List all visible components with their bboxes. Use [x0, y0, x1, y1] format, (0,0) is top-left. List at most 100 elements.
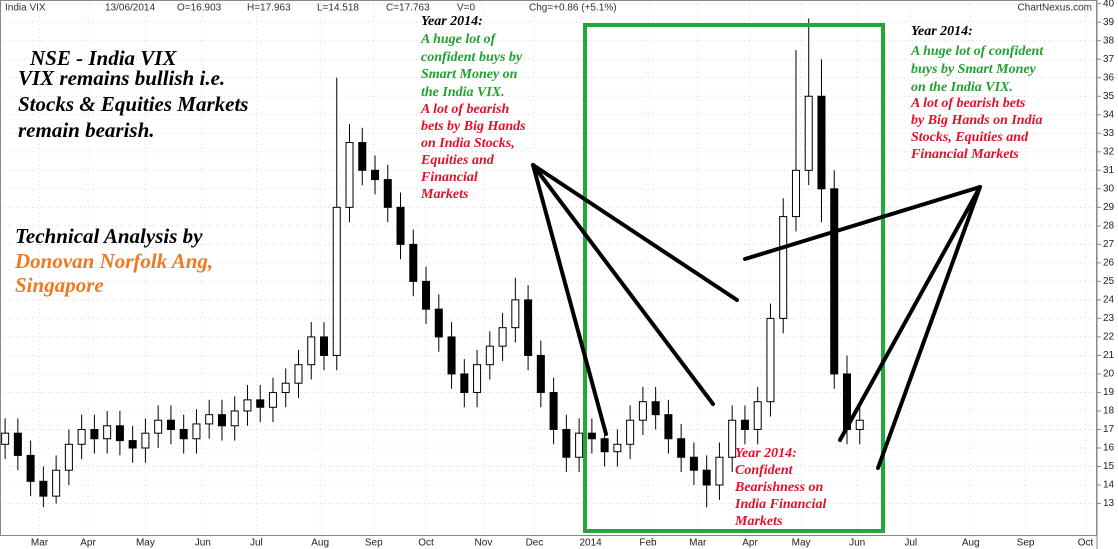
candle-body	[804, 95, 813, 171]
candle-body	[39, 480, 48, 497]
candle-body	[230, 410, 239, 427]
candle-body	[52, 469, 61, 497]
candle-body	[587, 432, 596, 440]
header-volume: V=0	[457, 3, 476, 14]
candle-body	[256, 399, 265, 408]
annotation: on the India VIX.	[911, 80, 1013, 95]
candle-body	[651, 401, 660, 416]
x-tick-label: Apr	[80, 538, 96, 549]
y-tick-label: 24	[1103, 295, 1115, 306]
annotation: Markets	[734, 514, 783, 529]
candle-body	[1, 432, 10, 445]
highlight-box	[583, 23, 885, 533]
annotation: Singapore	[15, 273, 104, 297]
y-tick-label: 13	[1103, 498, 1115, 509]
candle-body	[319, 336, 329, 356]
y-tick-label: 40	[1103, 0, 1115, 9]
annotation: A lot of bearish bets	[910, 96, 1026, 111]
candle-body	[192, 423, 201, 440]
pointer-line	[838, 185, 982, 442]
y-tick-label: 21	[1103, 350, 1115, 361]
candle-body	[498, 327, 507, 347]
candle-body	[141, 432, 150, 449]
candle-body	[791, 169, 800, 218]
y-tick-label: 37	[1103, 54, 1115, 65]
header-change: Chg=+0.86 (+5.1%)	[529, 3, 617, 14]
candle-body	[575, 432, 584, 458]
candle-body	[294, 364, 303, 384]
y-tick-label: 35	[1103, 91, 1115, 102]
pointer-line	[531, 163, 608, 436]
candle-body	[434, 308, 443, 338]
candle-body	[536, 354, 545, 393]
x-tick-label: Mar	[689, 538, 707, 549]
y-tick-label: 34	[1103, 109, 1115, 120]
candle-body	[817, 95, 826, 190]
x-tick-label: Jun	[195, 538, 211, 549]
candle-body	[664, 414, 673, 440]
header: India VIX 13/06/2014 O=16.903 H=17.963 L…	[5, 3, 1092, 14]
annotation: Financial Markets	[910, 147, 1019, 162]
annotation: by Big Hands on India	[911, 113, 1042, 128]
annotation: Bearishness on	[734, 480, 824, 495]
y-tick-label: 26	[1103, 258, 1115, 269]
candle-body	[460, 373, 469, 393]
candle-body	[409, 243, 418, 282]
candle-body	[268, 391, 277, 408]
x-tick-label: Aug	[962, 538, 980, 549]
x-tick-label: Mar	[31, 538, 49, 549]
annotation: confident buys by	[421, 50, 523, 65]
candle-body	[90, 428, 99, 440]
annotation: Equities and	[420, 153, 495, 168]
candle-body	[613, 443, 622, 453]
y-tick-label: 36	[1103, 72, 1115, 83]
y-tick-label: 20	[1103, 369, 1115, 380]
annotation: A lot of bearish	[420, 102, 510, 117]
candle-body	[166, 419, 175, 430]
pointer-line	[531, 163, 715, 406]
candle-body	[626, 419, 635, 445]
candle-body	[243, 399, 252, 412]
candle-body	[740, 419, 749, 430]
x-tick-label: Aug	[311, 538, 329, 549]
annotation: Financial	[420, 170, 478, 185]
y-tick-label: 28	[1103, 220, 1115, 231]
y-tick-label: 29	[1103, 202, 1115, 213]
candle-body	[766, 317, 775, 403]
y-tick-label: 17	[1103, 424, 1115, 435]
watermark: ChartNexus.com	[1018, 3, 1092, 14]
y-tick-label: 22	[1103, 332, 1115, 343]
x-tick-label: May	[792, 538, 811, 549]
candle-body	[179, 428, 188, 440]
candle-body	[371, 169, 380, 181]
candle-body	[638, 401, 647, 421]
x-tick-label: Oct	[1078, 538, 1094, 549]
candle-body	[677, 438, 686, 458]
pointer-lines	[531, 163, 982, 470]
header-high: H=17.963	[247, 3, 291, 14]
candle-body	[64, 443, 73, 471]
annotation: VIX remains bullish i.e.	[18, 66, 225, 90]
y-tick-label: 19	[1103, 387, 1115, 398]
candle-body	[600, 438, 609, 453]
header-close: C=17.763	[386, 3, 430, 14]
candle-body	[549, 391, 558, 430]
y-tick-label: 14	[1103, 480, 1115, 491]
candle-body	[332, 206, 341, 356]
candle-body	[524, 299, 533, 356]
candle-body	[447, 336, 456, 375]
candle-body	[154, 419, 163, 434]
candle-body	[128, 440, 137, 449]
candle-body	[77, 428, 86, 445]
annotation: A huge lot of	[420, 32, 497, 47]
candle-body	[26, 454, 35, 482]
annotation: A huge lot of confident	[910, 44, 1044, 59]
y-tick-label: 16	[1103, 443, 1115, 454]
annotation: Smart Money on	[421, 67, 518, 82]
y-tick-label: 18	[1103, 406, 1115, 417]
candle-body	[689, 456, 698, 471]
grid	[0, 0, 1097, 535]
y-tick-label: 39	[1103, 17, 1115, 28]
annotation: Stocks, Equities and	[911, 130, 1029, 145]
